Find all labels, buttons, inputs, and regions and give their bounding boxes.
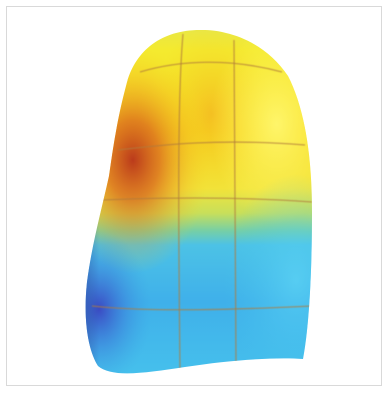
surface-grid — [91, 33, 312, 371]
lung-body — [85, 30, 312, 374]
